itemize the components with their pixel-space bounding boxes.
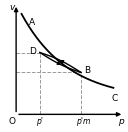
Text: C: C: [111, 94, 118, 103]
Text: B: B: [84, 66, 90, 75]
Text: O: O: [8, 117, 15, 126]
Text: A: A: [29, 18, 35, 27]
Text: D: D: [29, 47, 36, 56]
Text: p': p': [36, 117, 43, 126]
Text: p: p: [118, 117, 124, 126]
Text: v: v: [9, 3, 14, 12]
Text: p'm: p'm: [76, 117, 90, 126]
